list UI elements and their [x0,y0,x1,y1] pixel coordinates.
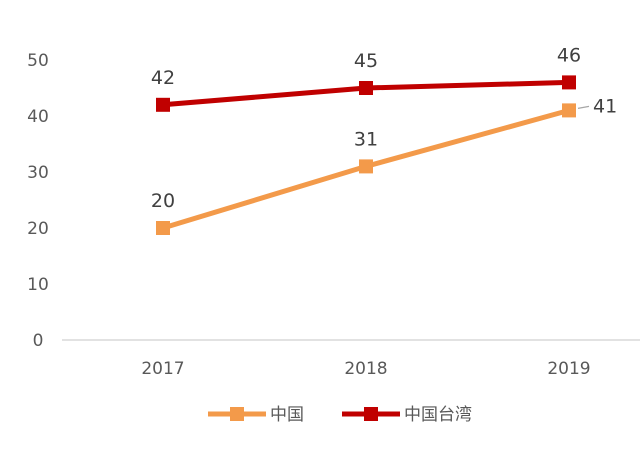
legend-swatch-marker [364,407,378,421]
y-tick-label: 50 [27,51,49,71]
y-tick-label: 10 [27,275,49,295]
y-tick-label: 20 [27,219,49,239]
y-tick-label: 0 [33,331,44,351]
data-point-marker [359,81,373,95]
legend-label: 中国 [270,405,304,425]
data-point-marker [156,221,170,235]
data-point-marker [156,97,170,112]
data-label-leader [577,105,590,109]
legend-item: 中国台湾 [342,405,472,425]
y-axis: 0 10 20 30 40 50 [27,51,49,351]
x-tick-label: 2017 [141,359,184,379]
legend-item: 中国 [208,405,304,425]
data-label: 42 [151,67,175,89]
series-1: 20 31 41 [151,95,617,235]
data-label: 20 [151,190,175,212]
series-2: 42 45 46 [151,44,581,112]
y-tick-label: 40 [27,107,49,127]
x-tick-label: 2019 [547,359,590,379]
x-axis: 2017 2018 2019 [141,359,590,379]
series-layer: 20 31 41 42 45 46 [151,44,617,235]
data-point-marker [562,103,576,118]
y-tick-label: 30 [27,163,49,183]
legend-swatch-marker [230,407,244,421]
legend-label: 中国台湾 [404,405,472,425]
data-label: 45 [354,50,378,72]
legend: 中国 中国台湾 [208,405,472,425]
x-tick-label: 2018 [344,359,387,379]
data-point-marker [562,75,576,90]
data-label: 46 [557,44,581,66]
data-label: 31 [354,128,378,150]
data-point-marker [359,159,373,174]
data-label: 41 [593,95,617,117]
